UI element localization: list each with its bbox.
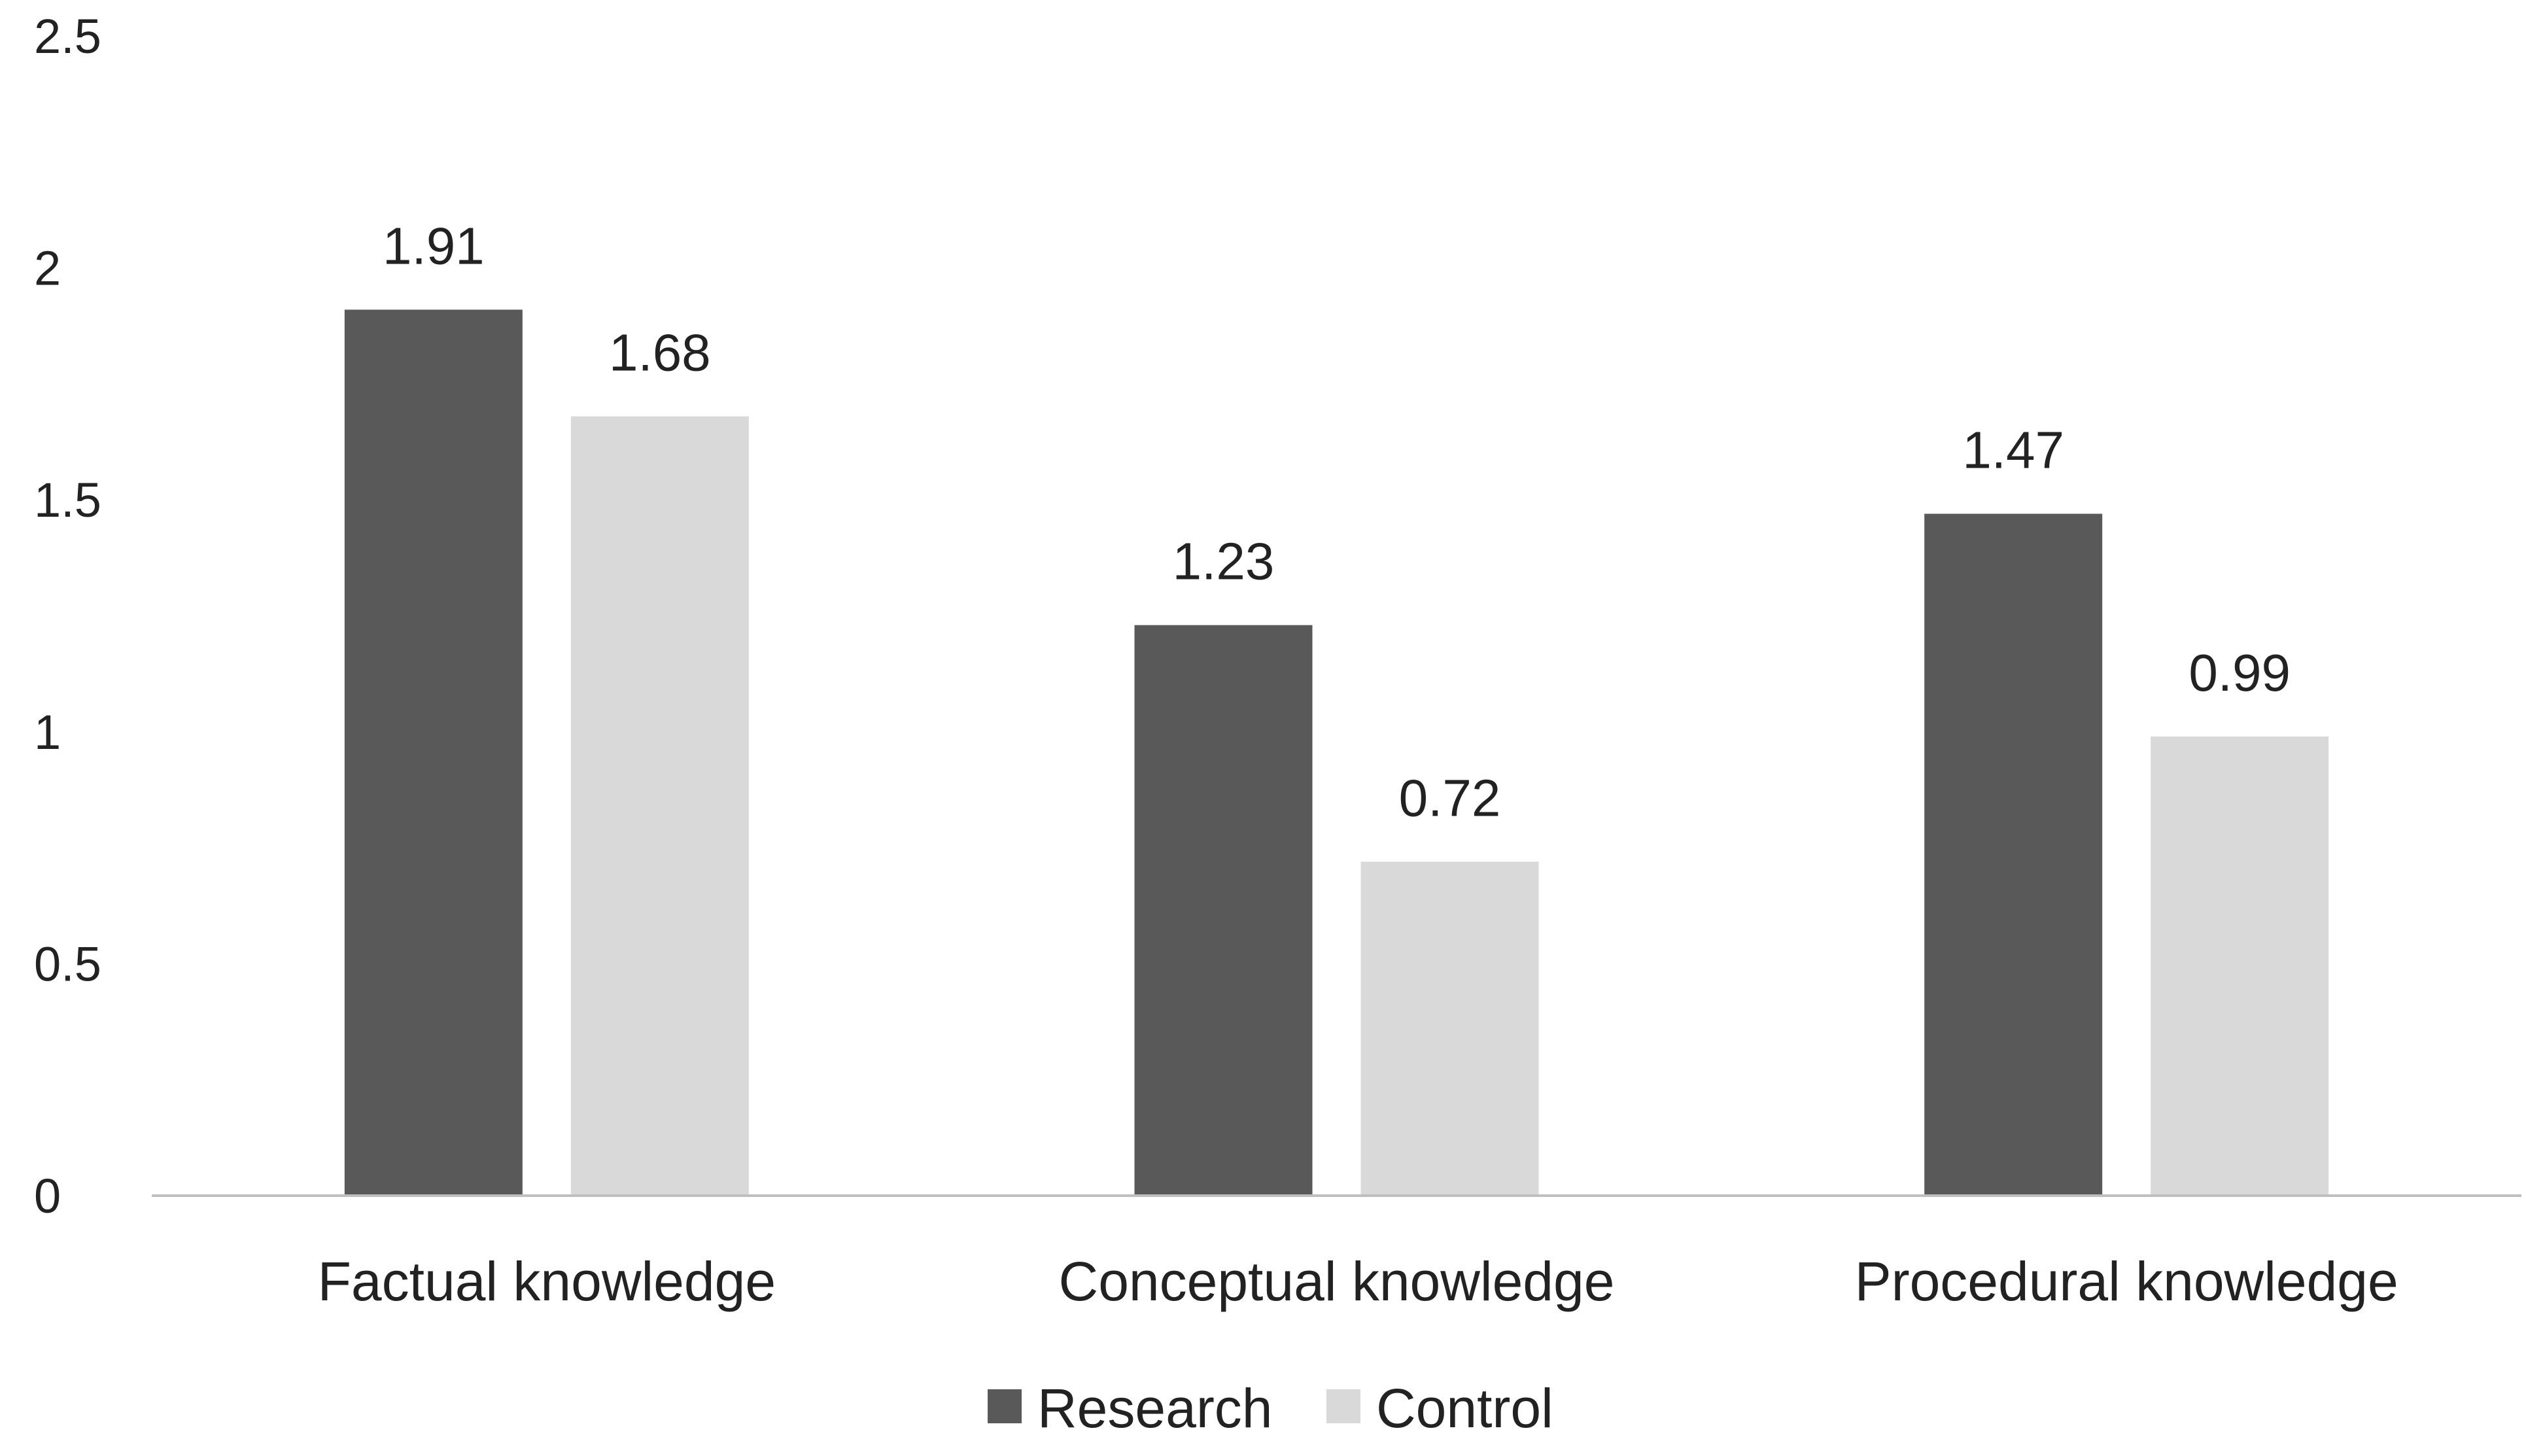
data-label: 0.99 <box>2189 644 2291 702</box>
legend-label-control: Control <box>1376 1378 1553 1439</box>
data-label: 1.68 <box>609 324 711 382</box>
legend-swatch-research <box>988 1389 1022 1423</box>
bar-control <box>570 416 749 1196</box>
y-tick-label: 1.5 <box>34 473 101 527</box>
category-label: Procedural knowledge <box>1855 1251 2398 1312</box>
y-tick-label: 2.5 <box>34 9 101 63</box>
bar-control <box>1360 861 1539 1196</box>
category-label: Factual knowledge <box>318 1251 776 1312</box>
y-tick-label: 0.5 <box>34 937 101 991</box>
y-tick-label: 0 <box>34 1169 61 1223</box>
y-tick-label: 2 <box>34 241 61 296</box>
bar-research <box>1134 625 1313 1196</box>
data-label: 1.23 <box>1173 532 1275 591</box>
category-labels: Factual knowledge Conceptual knowledge Pro… <box>318 1251 2398 1312</box>
bar-research <box>344 309 523 1196</box>
legend-swatch-control <box>1326 1389 1360 1423</box>
y-axis-ticks: 0 0.5 1 1.5 2 2.5 <box>34 9 101 1223</box>
data-labels: 1.91 1.68 1.23 0.72 1.47 0.99 <box>383 217 2291 827</box>
data-label: 1.91 <box>383 217 485 275</box>
y-tick-label: 1 <box>34 705 61 759</box>
bar-research <box>1924 513 2103 1196</box>
category-label: Conceptual knowledge <box>1059 1251 1615 1312</box>
legend-label-research: Research <box>1037 1378 1273 1439</box>
data-label: 0.72 <box>1399 769 1501 827</box>
bars <box>344 309 2329 1196</box>
legend: Research Control <box>988 1378 1553 1439</box>
bar-control <box>2151 736 2329 1196</box>
data-label: 1.47 <box>1962 421 2064 479</box>
